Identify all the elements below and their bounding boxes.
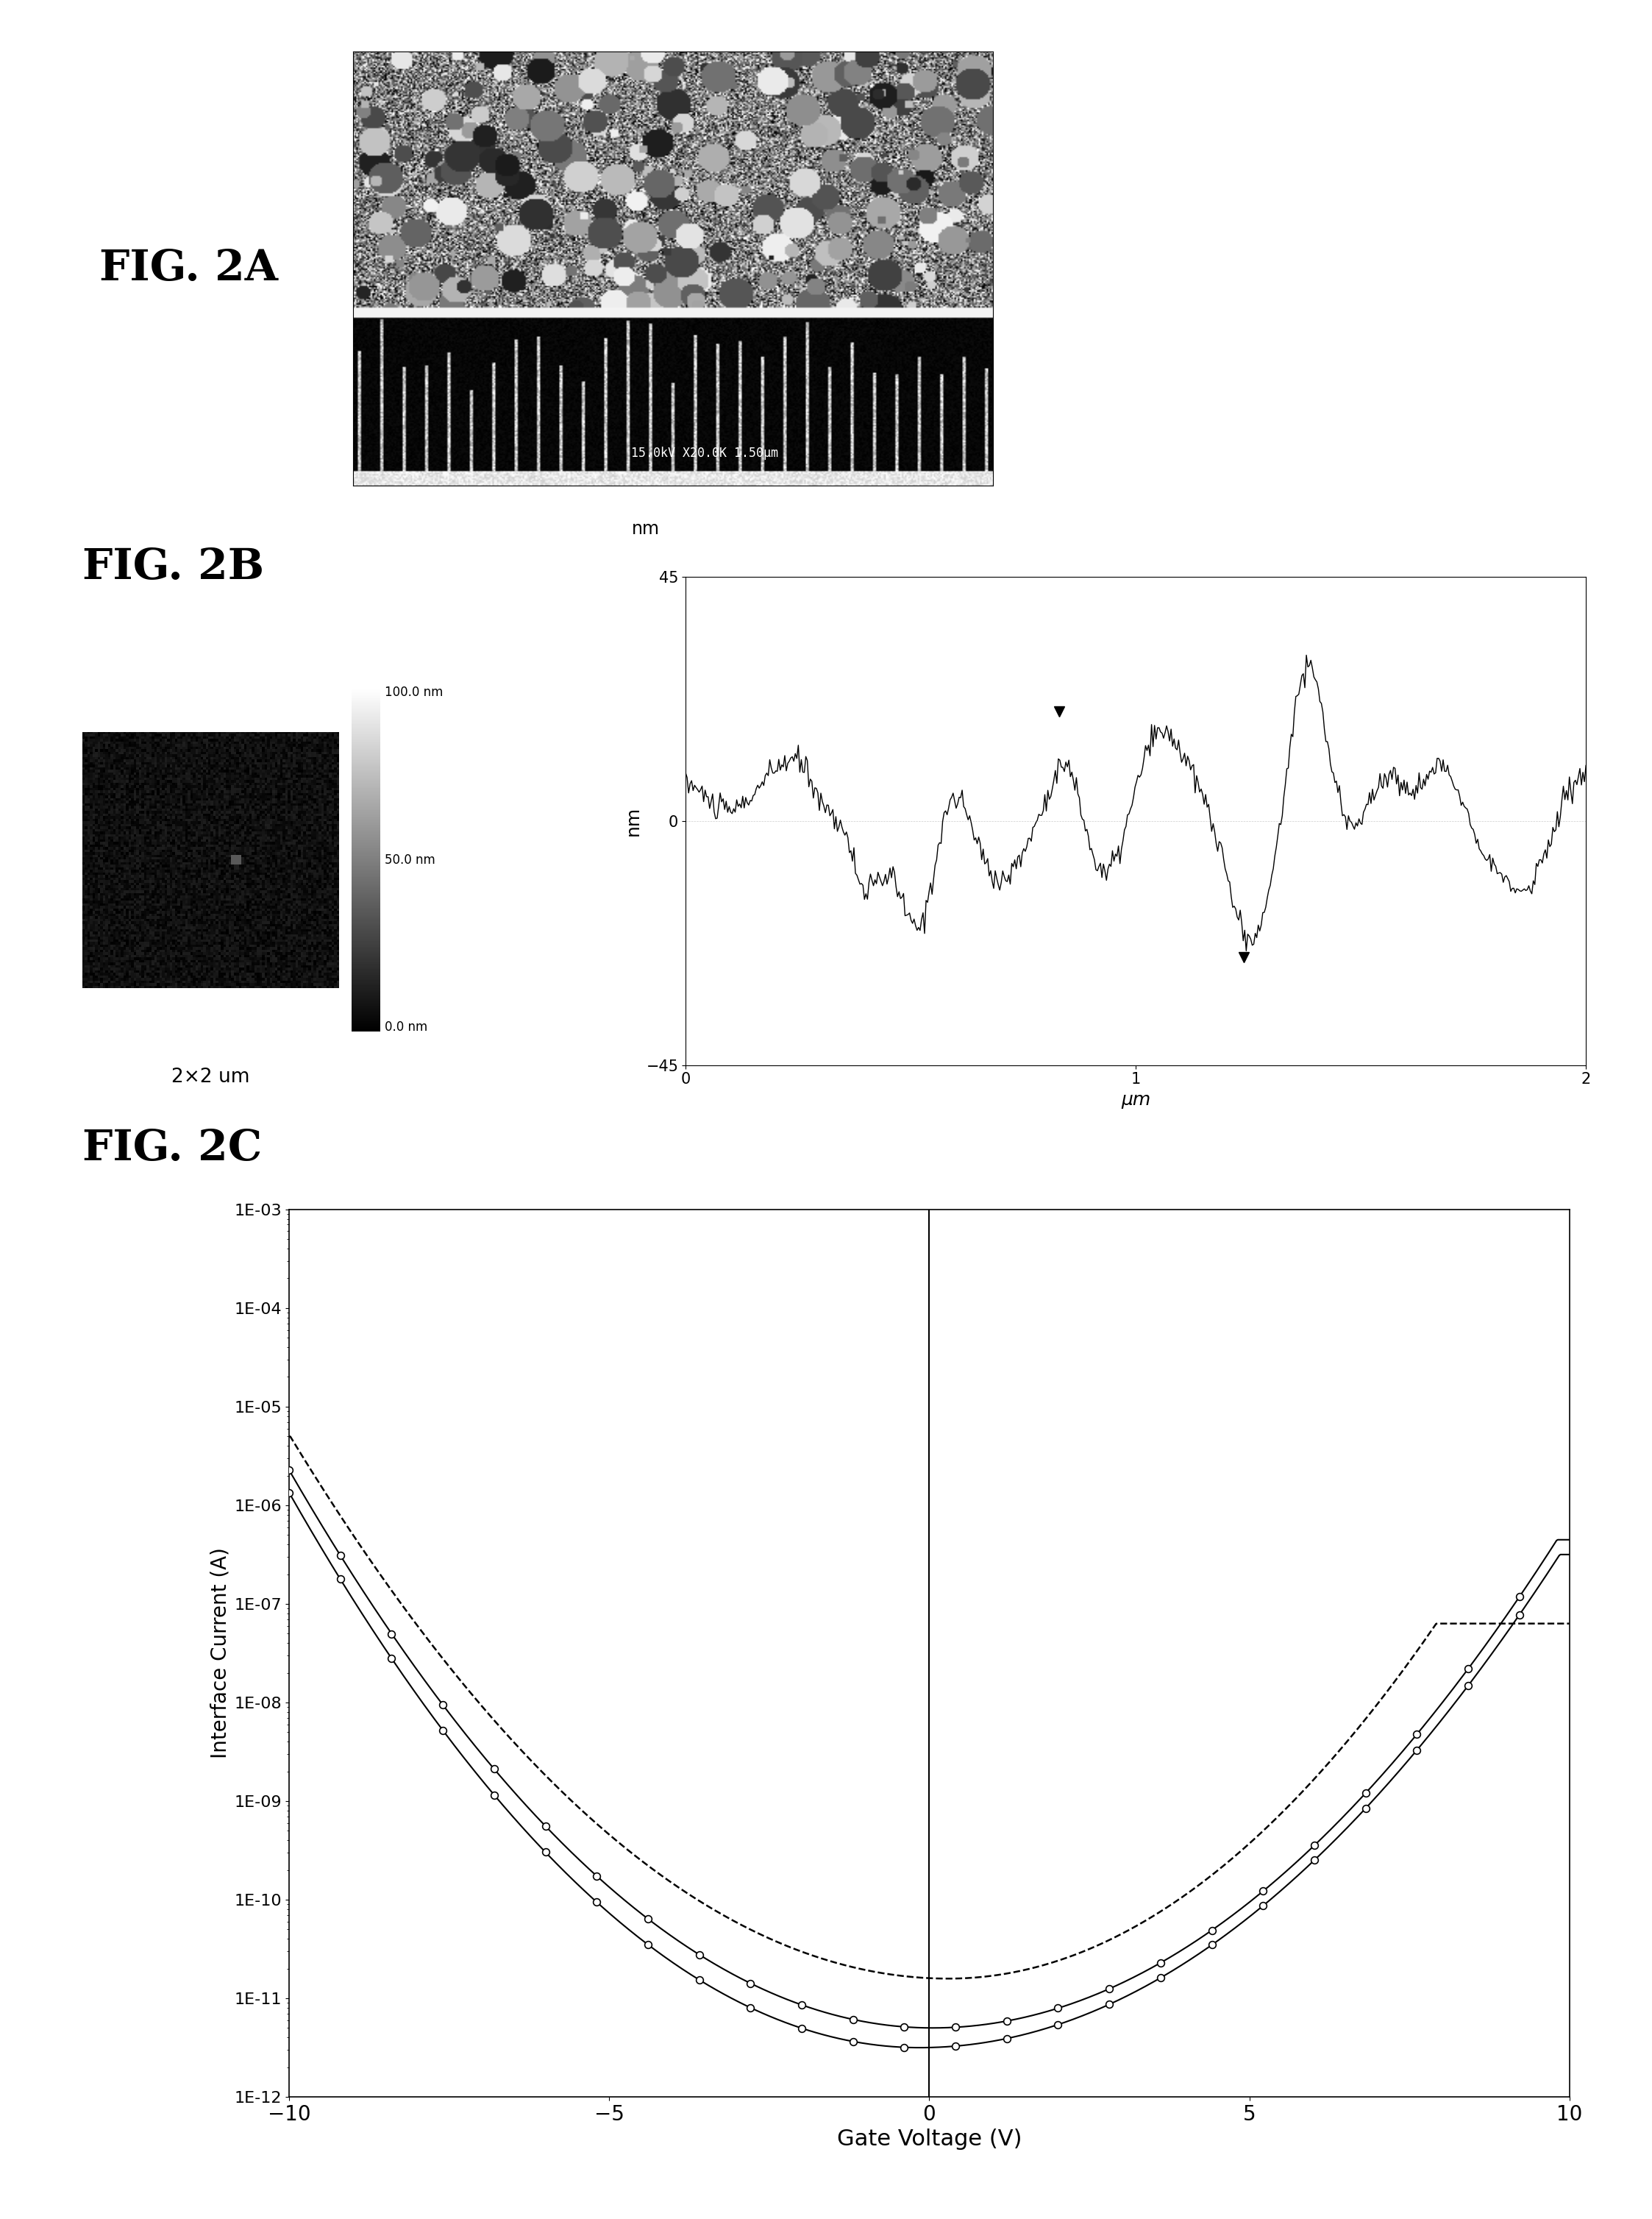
- Text: FIG. 2B: FIG. 2B: [83, 546, 264, 588]
- Y-axis label: nm: nm: [624, 805, 643, 837]
- Text: 100.0 nm: 100.0 nm: [385, 686, 443, 699]
- X-axis label: Gate Voltage (V): Gate Voltage (V): [838, 2128, 1021, 2150]
- Text: FIG. 2C: FIG. 2C: [83, 1127, 263, 1169]
- Text: 2×2 um: 2×2 um: [172, 1067, 249, 1087]
- Text: 50.0 nm: 50.0 nm: [385, 854, 436, 865]
- Text: nm: nm: [631, 519, 659, 537]
- Text: 15.0kV X20.0K 1.50μm: 15.0kV X20.0K 1.50μm: [631, 446, 778, 459]
- X-axis label: μm: μm: [1122, 1092, 1150, 1110]
- Text: 0.0 nm: 0.0 nm: [385, 1021, 428, 1034]
- Text: FIG. 2A: FIG. 2A: [99, 249, 278, 288]
- Y-axis label: Interface Current (A): Interface Current (A): [210, 1547, 230, 1760]
